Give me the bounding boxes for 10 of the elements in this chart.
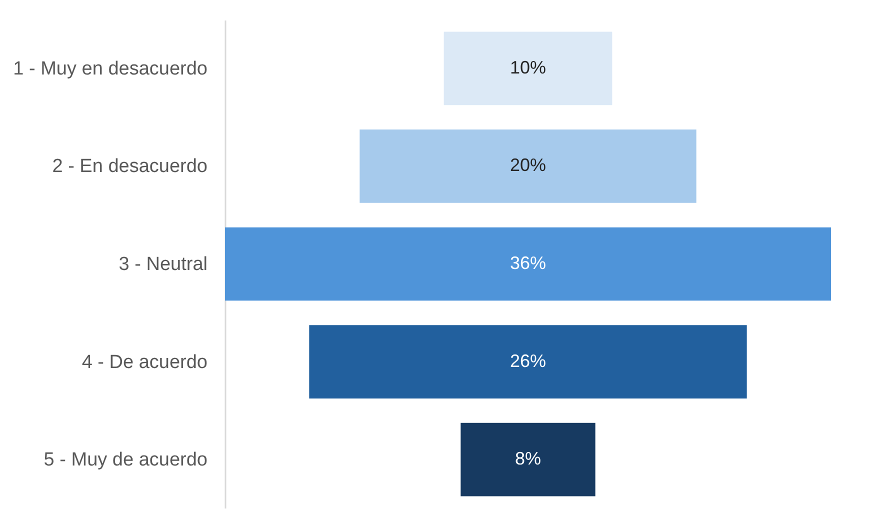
data-label: 20% <box>510 155 546 176</box>
data-label: 26% <box>510 350 546 371</box>
data-label: 8% <box>514 448 542 469</box>
data-label: 10% <box>510 57 546 78</box>
data-label: 36% <box>510 253 546 273</box>
category-label: 2 - En desacuerdo <box>52 156 208 178</box>
category-label: 3 - Neutral <box>118 254 208 275</box>
category-label: 5 - Muy de acuerdo <box>44 450 208 471</box>
category-label: 4 - De acuerdo <box>82 352 208 373</box>
category-label: 1 - Muy en desacuerdo <box>13 58 208 80</box>
